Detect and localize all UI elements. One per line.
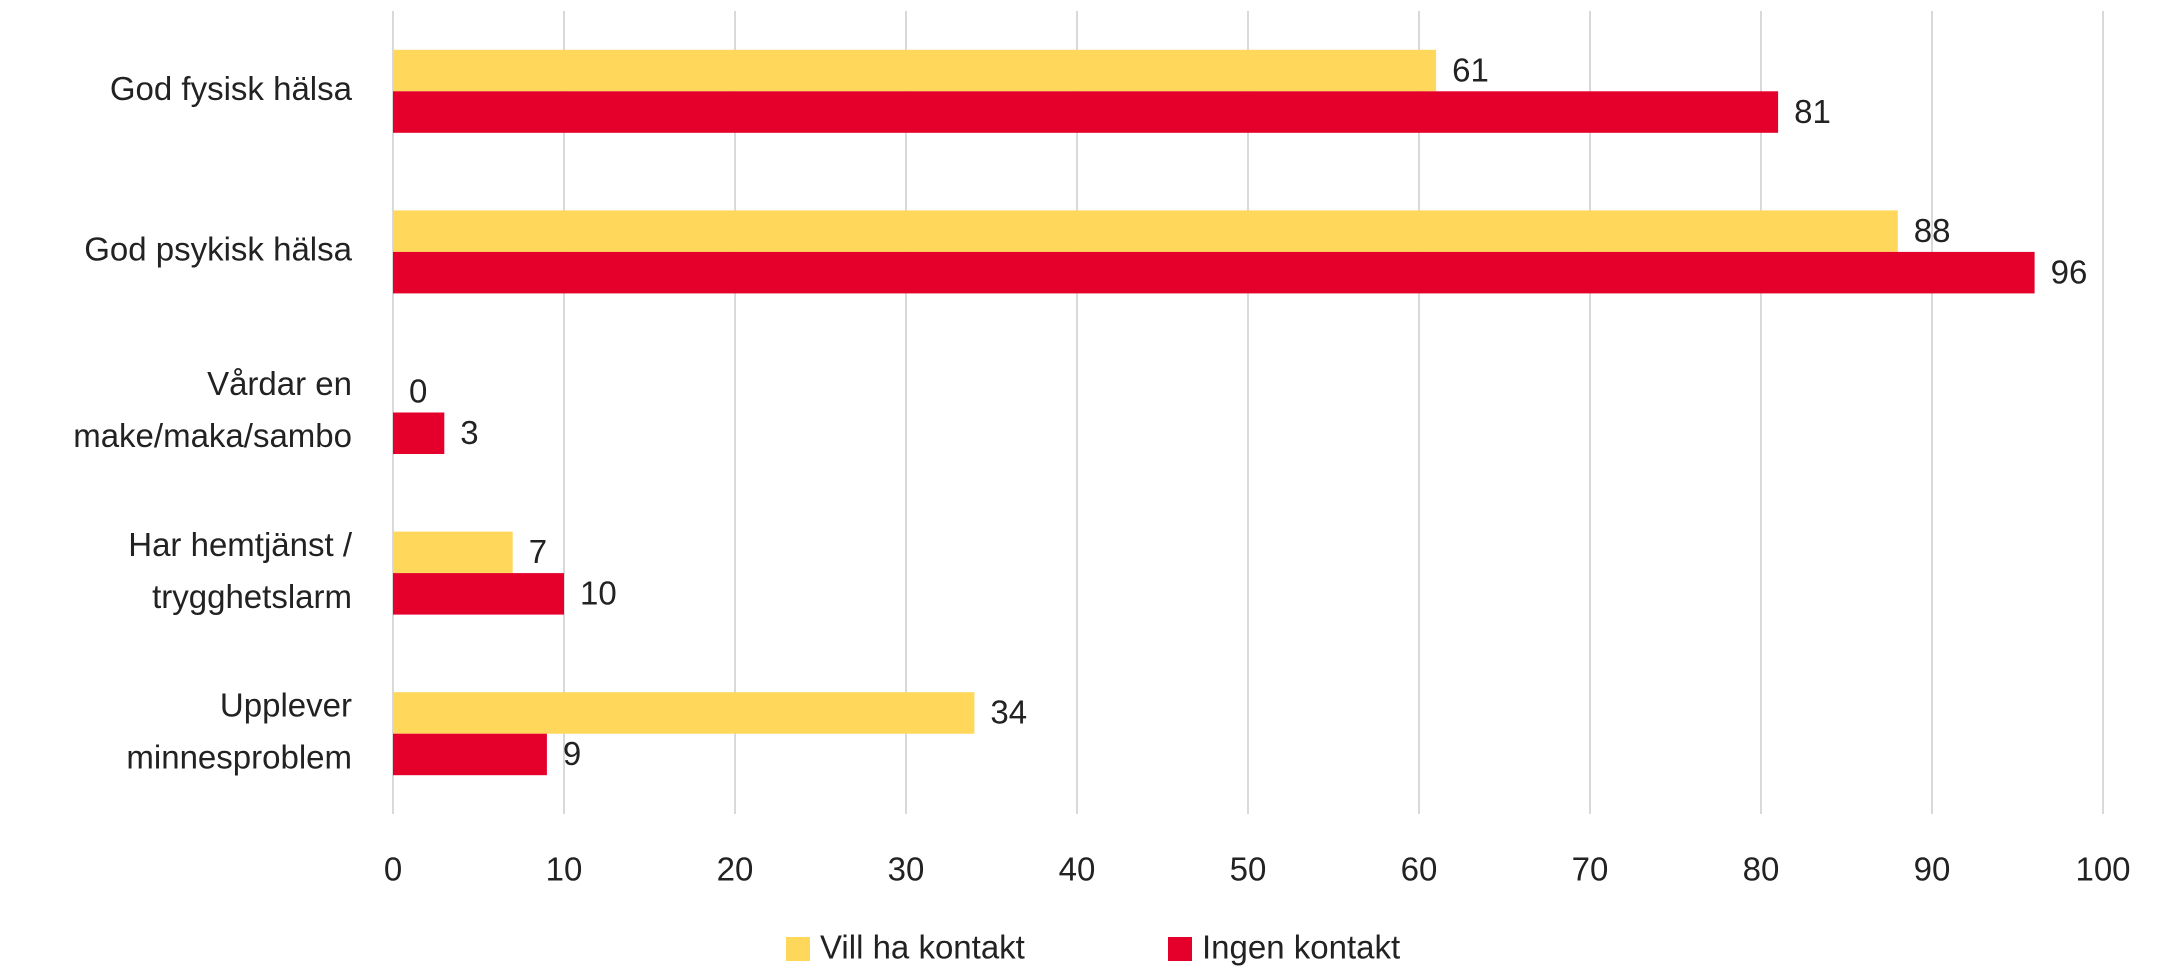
y-tick-label: trygghetslarm (152, 578, 352, 615)
data-label: 34 (990, 694, 1027, 731)
data-label: 9 (563, 735, 581, 772)
data-label: 61 (1452, 51, 1489, 88)
y-tick-label: Upplever (220, 686, 352, 723)
legend-label: Ingen kontakt (1202, 929, 1400, 966)
y-tick-label: Har hemtjänst / (128, 526, 353, 563)
x-tick-label: 20 (717, 851, 754, 888)
x-tick-label: 60 (1401, 851, 1438, 888)
data-label: 88 (1914, 212, 1951, 249)
x-tick-label: 80 (1743, 851, 1780, 888)
bar (393, 692, 975, 734)
y-tick-label: God fysisk hälsa (110, 70, 353, 107)
y-tick-label: minnesproblem (126, 738, 352, 775)
y-tick-label: God psykisk hälsa (84, 231, 352, 268)
x-tick-label: 10 (546, 851, 583, 888)
bar (393, 531, 513, 574)
bar (393, 412, 445, 454)
y-tick-label: make/maka/sambo (73, 417, 352, 454)
x-tick-label: 100 (2075, 851, 2130, 888)
legend-swatch (1168, 937, 1192, 961)
bar (393, 49, 1437, 92)
data-label: 96 (2051, 253, 2088, 290)
x-tick-label: 40 (1059, 851, 1096, 888)
x-tick-label: 30 (888, 851, 925, 888)
bar (393, 733, 547, 776)
data-label: 0 (409, 372, 427, 409)
data-label: 7 (529, 533, 547, 570)
x-tick-label: 70 (1572, 851, 1609, 888)
bar (393, 91, 1779, 133)
x-tick-label: 50 (1230, 851, 1267, 888)
data-label: 10 (580, 575, 617, 612)
data-label: 81 (1794, 93, 1831, 130)
bar (393, 573, 564, 615)
x-tick-label: 90 (1914, 851, 1951, 888)
x-tick-label: 0 (384, 851, 402, 888)
data-label: 3 (460, 414, 478, 451)
bar (393, 251, 2035, 294)
legend-swatch (786, 937, 810, 961)
y-tick-label: Vårdar en (207, 365, 352, 402)
bar (393, 210, 1898, 252)
legend-label: Vill ha kontakt (820, 929, 1025, 966)
